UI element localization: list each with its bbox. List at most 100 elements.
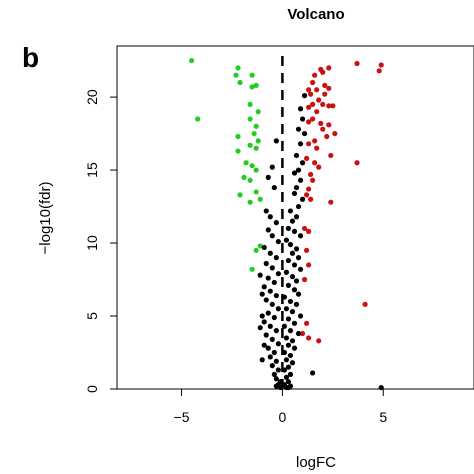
ns-point bbox=[289, 274, 296, 280]
ns-point bbox=[271, 314, 277, 321]
up-point bbox=[310, 101, 316, 107]
ns-point bbox=[259, 357, 265, 363]
ns-point bbox=[295, 255, 302, 261]
ns-point bbox=[263, 208, 269, 214]
ns-point bbox=[287, 241, 294, 248]
up-point bbox=[330, 103, 336, 109]
ns-point bbox=[299, 116, 306, 122]
ns-point bbox=[295, 203, 302, 210]
ns-point bbox=[269, 336, 275, 342]
ns-point bbox=[275, 306, 281, 312]
up-point bbox=[306, 119, 312, 125]
ns-point bbox=[275, 238, 281, 245]
ns-point bbox=[273, 138, 279, 144]
ns-point bbox=[283, 374, 290, 380]
up-point bbox=[308, 171, 314, 178]
down-point bbox=[255, 109, 261, 115]
ns-point bbox=[293, 301, 300, 307]
ns-point bbox=[291, 345, 298, 351]
down-point bbox=[233, 72, 239, 78]
up-point bbox=[316, 338, 322, 344]
ns-point bbox=[295, 291, 302, 297]
ns-point bbox=[269, 265, 275, 271]
up-point bbox=[303, 247, 310, 253]
up-point bbox=[306, 262, 312, 268]
up-point bbox=[314, 109, 320, 115]
up-point bbox=[303, 192, 310, 198]
x-tick-label: 5 bbox=[379, 409, 387, 425]
x-tick-label: 0 bbox=[278, 409, 286, 425]
ns-point bbox=[297, 313, 304, 319]
ns-point bbox=[297, 141, 304, 147]
up-point bbox=[306, 141, 312, 147]
down-point bbox=[235, 133, 241, 140]
ns-point bbox=[285, 257, 292, 264]
ns-point bbox=[295, 330, 302, 337]
y-tick-label: 15 bbox=[84, 162, 100, 178]
ns-point bbox=[285, 342, 292, 348]
chart-title: Volcano bbox=[287, 6, 344, 23]
ns-point bbox=[289, 309, 296, 315]
down-point bbox=[237, 79, 243, 86]
up-point bbox=[362, 301, 368, 307]
ns-point bbox=[265, 310, 271, 316]
ns-point bbox=[299, 160, 306, 166]
ns-point bbox=[291, 320, 298, 326]
down-point bbox=[257, 243, 263, 249]
down-point bbox=[249, 84, 255, 90]
ns-point bbox=[310, 370, 316, 376]
ns-point bbox=[289, 250, 296, 256]
up-point bbox=[326, 122, 332, 128]
up-point bbox=[326, 65, 332, 71]
ns-point bbox=[271, 184, 277, 191]
ns-point bbox=[275, 341, 281, 347]
ns-point bbox=[295, 126, 302, 132]
down-point bbox=[247, 101, 253, 107]
up-point bbox=[314, 145, 320, 151]
ns-point bbox=[297, 233, 304, 239]
ns-point bbox=[293, 278, 300, 284]
down-point bbox=[243, 160, 249, 166]
up-point bbox=[332, 130, 338, 137]
down-point bbox=[189, 57, 195, 64]
ns-point bbox=[289, 360, 296, 366]
ns-point bbox=[287, 328, 294, 334]
down-point bbox=[235, 148, 241, 154]
up-point bbox=[378, 62, 384, 68]
up-point bbox=[314, 87, 320, 93]
up-point bbox=[316, 164, 322, 170]
panel-label: b bbox=[22, 42, 39, 73]
up-point bbox=[322, 91, 328, 97]
plot-frame bbox=[116, 45, 474, 390]
up-point bbox=[376, 68, 382, 74]
ns-point bbox=[285, 384, 292, 391]
ns-point bbox=[287, 208, 294, 214]
y-tick-label: 20 bbox=[84, 89, 100, 105]
ns-point bbox=[271, 349, 277, 356]
up-point bbox=[324, 133, 330, 140]
ns-point bbox=[273, 383, 279, 389]
ns-point bbox=[301, 93, 308, 99]
x-tick-label: −5 bbox=[174, 409, 190, 425]
up-point bbox=[306, 335, 312, 341]
axis-ticks: −5 0 5 0 5 10 15 20 bbox=[84, 89, 387, 425]
ns-point bbox=[273, 292, 279, 299]
ns-point bbox=[257, 272, 263, 278]
ns-point bbox=[261, 244, 267, 251]
ns-point bbox=[259, 313, 265, 319]
down-point bbox=[241, 174, 247, 180]
ns-point bbox=[271, 371, 277, 378]
up-point bbox=[312, 72, 318, 78]
up-point bbox=[326, 85, 332, 91]
ns-point bbox=[285, 364, 292, 370]
up-point bbox=[310, 116, 316, 122]
down-point bbox=[249, 163, 255, 169]
ns-point bbox=[297, 106, 304, 112]
ns-point bbox=[263, 297, 269, 303]
y-axis-label: −log10(fdr) bbox=[37, 182, 54, 255]
up-point bbox=[312, 138, 318, 144]
up-point bbox=[306, 104, 312, 110]
up-point bbox=[301, 276, 308, 283]
down-point bbox=[249, 266, 255, 272]
